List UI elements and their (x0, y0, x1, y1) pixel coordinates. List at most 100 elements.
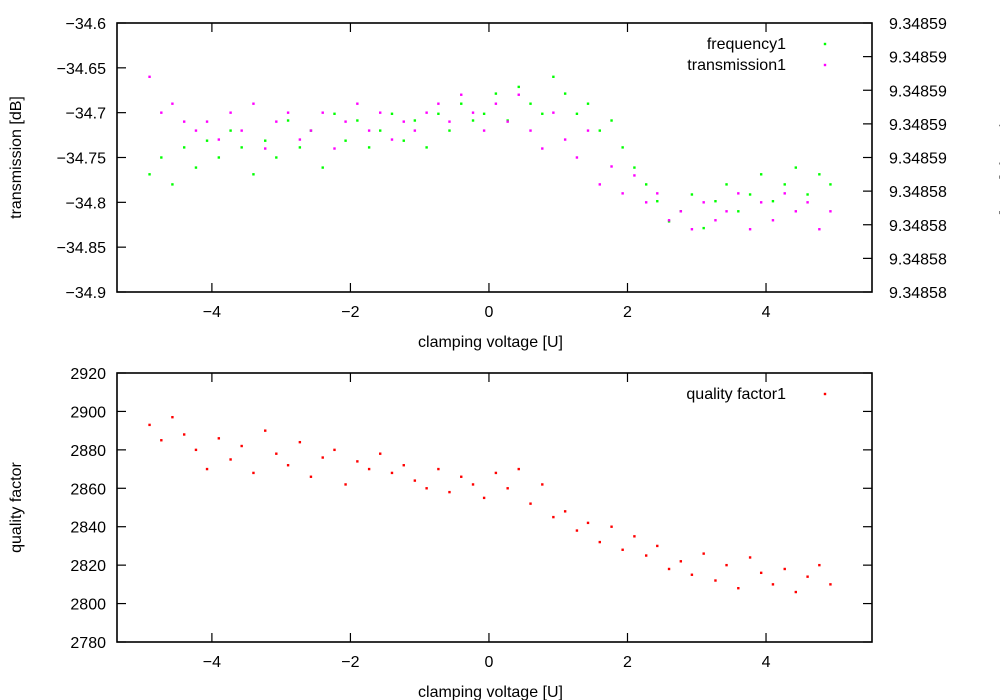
data-point (494, 92, 498, 95)
data-point (298, 146, 302, 149)
data-point (379, 129, 382, 132)
data-point (818, 173, 821, 176)
data-point (702, 226, 705, 230)
y2-tick-label: 9.34858 (889, 184, 947, 201)
data-point (621, 192, 624, 195)
legend-marker (823, 42, 827, 46)
data-point (356, 119, 359, 122)
data-point (552, 75, 555, 78)
data-point (679, 210, 683, 213)
y2-tick-label: 9.34859 (889, 16, 947, 33)
data-point (390, 112, 394, 115)
data-point (425, 146, 428, 149)
data-point (205, 467, 209, 471)
data-point (633, 166, 636, 169)
data-point (471, 119, 475, 122)
data-point (194, 448, 198, 452)
data-point (252, 471, 255, 475)
data-point (240, 129, 243, 132)
data-point (586, 102, 590, 105)
y-tick-label: 2820 (70, 558, 106, 575)
data-point (702, 552, 705, 555)
plot-frame (116, 22, 873, 293)
data-point (205, 120, 209, 123)
x-tick-label: 2 (623, 654, 632, 671)
data-point (714, 579, 717, 582)
data-point (621, 146, 624, 149)
data-point (737, 210, 740, 213)
data-point (448, 129, 451, 132)
data-point (690, 228, 694, 231)
data-point (690, 193, 694, 196)
data-point (644, 201, 648, 204)
data-point (517, 467, 520, 471)
x-tick-label: 0 (485, 304, 494, 321)
data-point (460, 475, 463, 478)
data-point (217, 437, 221, 440)
y2-tick-label: 9.34858 (889, 285, 947, 302)
data-point (482, 496, 486, 500)
data-point (563, 510, 567, 513)
data-point (205, 139, 209, 142)
data-point (148, 75, 151, 78)
data-point (460, 93, 463, 96)
data-point (425, 111, 428, 114)
x-tick-label: −2 (341, 654, 359, 671)
y-tick-label: 2860 (70, 481, 106, 498)
x-tick-label: 4 (762, 654, 771, 671)
data-point (748, 228, 752, 231)
data-point (286, 464, 290, 467)
y-tick-label: −34.65 (57, 61, 106, 78)
data-point (264, 139, 267, 142)
data-point (171, 415, 174, 419)
data-point (633, 535, 636, 538)
data-point (298, 440, 302, 444)
data-point (217, 156, 221, 159)
data-point (552, 111, 555, 114)
data-point (690, 573, 694, 576)
data-point (437, 102, 440, 105)
data-point (402, 120, 405, 123)
data-point (460, 102, 463, 105)
data-point (783, 567, 786, 571)
data-point (759, 173, 763, 176)
data-point (229, 111, 232, 114)
data-point (575, 529, 579, 532)
y-tick-label: −34.9 (66, 285, 107, 302)
data-point (471, 483, 475, 486)
data-point (598, 129, 601, 132)
data-point (656, 192, 659, 195)
data-point (194, 129, 198, 132)
data-point (494, 102, 498, 105)
data-point (610, 165, 613, 168)
data-point (390, 471, 394, 475)
data-point (402, 139, 405, 142)
y2-tick-label: 9.34859 (889, 151, 947, 168)
y-tick-label: 2800 (70, 597, 106, 614)
data-point (379, 452, 382, 455)
data-point (794, 590, 798, 594)
legend-label: transmission1 (687, 57, 786, 74)
data-point (275, 156, 278, 159)
y-tick-label: 2920 (70, 366, 106, 383)
data-point (667, 567, 671, 571)
data-point (437, 112, 440, 115)
data-point (529, 129, 532, 132)
data-point (621, 548, 624, 551)
data-point (586, 129, 590, 132)
data-point (390, 138, 394, 141)
data-point (541, 147, 544, 150)
data-point (171, 102, 174, 105)
x-axis-title: clamping voltage [U] (418, 334, 563, 351)
y-axis-title: transmission [dB] (8, 96, 25, 219)
data-point (182, 433, 186, 436)
data-point (702, 201, 705, 204)
x-tick-label: 0 (485, 654, 494, 671)
data-point (667, 219, 671, 222)
data-point (748, 193, 752, 196)
data-point (529, 502, 532, 505)
series-frequency1 (148, 75, 832, 230)
data-point (829, 583, 832, 586)
data-point (160, 439, 163, 442)
